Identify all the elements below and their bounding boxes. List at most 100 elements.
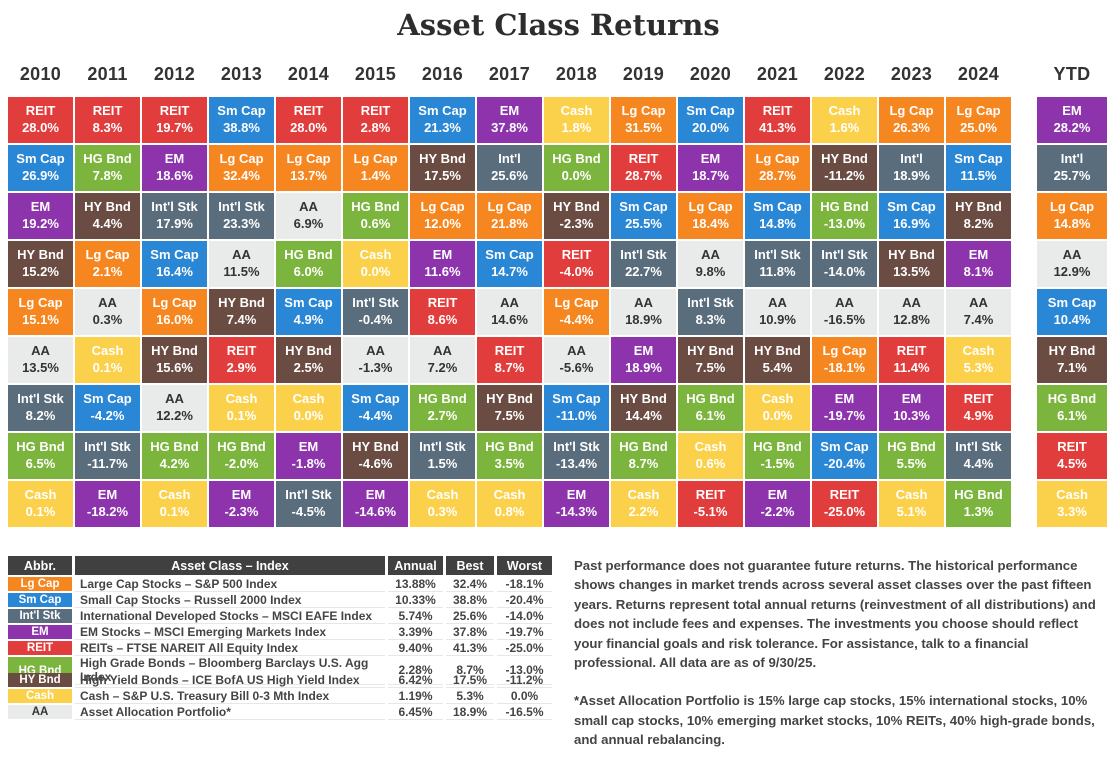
annual-return: 10.33%: [388, 592, 443, 608]
return-value: 2.2%: [628, 504, 659, 519]
return-value: 2.7%: [427, 408, 458, 423]
return-cell-aa: AA 0.3%: [75, 289, 140, 335]
return-value: -14.0%: [823, 264, 866, 279]
asset-label: EM: [968, 247, 989, 263]
year-header-2017: 2017: [488, 64, 531, 84]
return-value: 7.4%: [226, 312, 257, 327]
return-value: 0.3%: [427, 504, 458, 519]
legend-header-cell: Worst: [497, 556, 552, 575]
year-header-2021: 2021: [756, 64, 799, 84]
return-cell-hy_bnd: HY Bnd 4.4%: [75, 193, 140, 239]
asset-class-name: REITs – FTSE NAREIT All Equity Index: [75, 640, 385, 656]
return-cell-sm_cap: Sm Cap -4.4%: [343, 385, 408, 431]
disclosure-notes: Past performance does not guarantee futu…: [574, 556, 1109, 769]
return-value: 12.9%: [1053, 264, 1091, 279]
return-value: 25.7%: [1053, 168, 1091, 183]
asset-label: EM: [30, 199, 51, 215]
return-value: 15.6%: [156, 360, 193, 375]
legend-row-sm_cap: Sm Cap Small Cap Stocks – Russell 2000 In…: [8, 592, 552, 608]
return-cell-lg_cap: Lg Cap 2.1%: [75, 241, 140, 287]
return-cell-cash: Cash 3.3%: [1037, 481, 1107, 527]
return-cell-intl_stk: Int'l Stk 17.9%: [142, 193, 207, 239]
year-column-2024: 2024 Lg Cap 25.0% Sm Cap 11.5% HY Bnd 8.2% EM 8.…: [946, 64, 1011, 529]
asset-label: Lg Cap: [420, 199, 465, 215]
legend-row-reit: REIT REITs – FTSE NAREIT All Equity Index…: [8, 640, 552, 656]
return-cell-sm_cap: Sm Cap 11.5%: [946, 145, 1011, 191]
return-cell-reit: REIT 8.7%: [477, 337, 542, 383]
year-header-2016: 2016: [421, 64, 464, 84]
return-value: 8.2%: [25, 408, 56, 423]
return-value: -13.4%: [555, 456, 598, 471]
worst-return: -16.5%: [497, 704, 552, 720]
return-cell-em: EM 11.6%: [410, 241, 475, 287]
asset-label: HY Bnd: [955, 199, 1002, 215]
asset-label: HG Bnd: [150, 439, 199, 455]
asset-label: Sm Cap: [150, 247, 199, 263]
asset-class-name: Large Cap Stocks – S&P 500 Index: [75, 576, 385, 592]
return-value: 11.5%: [960, 168, 997, 183]
return-value: -25.0%: [823, 504, 866, 519]
asset-class-name: High Yield Bonds – ICE BofA US High Yiel…: [75, 672, 385, 688]
return-cell-em: EM -18.2%: [75, 481, 140, 527]
return-value: -11.0%: [556, 408, 597, 423]
asset-label: REIT: [628, 151, 659, 167]
asset-label: HY Bnd: [352, 439, 399, 455]
return-value: 13.5%: [22, 360, 59, 375]
best-return: 18.9%: [446, 704, 494, 720]
asset-label: HY Bnd: [553, 199, 600, 215]
year-column-ytd: YTD EM 28.2% Int'l 25.7% Lg Cap 14.8% AA 12.9% Sm…: [1037, 64, 1107, 529]
return-cell-lg_cap: Lg Cap 31.5%: [611, 97, 676, 143]
asset-label: HG Bnd: [217, 439, 266, 455]
return-cell-hg_bnd: HG Bnd 4.2%: [142, 433, 207, 479]
return-cell-lg_cap: Lg Cap 16.0%: [142, 289, 207, 335]
return-value: 0.3%: [92, 312, 123, 327]
asset-label: Lg Cap: [152, 295, 197, 311]
return-value: -1.5%: [760, 456, 795, 471]
asset-label: Sm Cap: [83, 391, 132, 407]
asset-label: Cash: [1056, 487, 1088, 503]
return-value: -4.2%: [90, 408, 125, 423]
return-value: 19.7%: [156, 120, 193, 135]
asset-label: EM: [365, 487, 386, 503]
return-value: 7.2%: [427, 360, 458, 375]
return-cell-em: EM 19.2%: [8, 193, 73, 239]
return-cell-hg_bnd: HG Bnd 6.0%: [276, 241, 341, 287]
asset-label: Int'l Stk: [754, 247, 801, 263]
asset-label: EM: [164, 151, 185, 167]
asset-label: Int'l Stk: [821, 247, 868, 263]
asset-chip-em: EM: [8, 625, 72, 639]
asset-label: AA: [232, 247, 251, 263]
worst-return: -19.7%: [497, 624, 552, 640]
return-value: 15.1%: [22, 312, 59, 327]
asset-label: Sm Cap: [887, 199, 936, 215]
asset-label: HG Bnd: [485, 439, 534, 455]
return-value: 5.3%: [963, 360, 994, 375]
year-column-2012: 2012 REIT 19.7% EM 18.6% Int'l Stk 17.9% Sm Cap…: [142, 64, 207, 529]
return-cell-intl_stk: Int'l Stk -4.5%: [276, 481, 341, 527]
asset-label: Cash: [359, 247, 392, 263]
worst-return: -18.1%: [497, 576, 552, 592]
asset-label: Int'l Stk: [419, 439, 466, 455]
return-cell-intl_stk: Int'l 25.7%: [1037, 145, 1107, 191]
return-cell-sm_cap: Sm Cap 4.9%: [276, 289, 341, 335]
return-cell-hy_bnd: HY Bnd 14.4%: [611, 385, 676, 431]
year-header-2023: 2023: [890, 64, 933, 84]
asset-label: HG Bnd: [284, 247, 333, 263]
return-cell-hy_bnd: HY Bnd 5.4%: [745, 337, 810, 383]
return-cell-aa: AA 7.4%: [946, 289, 1011, 335]
return-value: 17.9%: [156, 216, 193, 231]
return-cell-reit: REIT -5.1%: [678, 481, 743, 527]
return-value: 1.5%: [427, 456, 458, 471]
return-value: 0.8%: [494, 504, 525, 519]
return-cell-hg_bnd: HG Bnd 8.7%: [611, 433, 676, 479]
return-cell-aa: AA 11.5%: [209, 241, 274, 287]
return-cell-sm_cap: Sm Cap 14.8%: [745, 193, 810, 239]
return-value: 19.2%: [22, 216, 59, 231]
return-value: 22.7%: [625, 264, 662, 279]
year-header-2012: 2012: [153, 64, 196, 84]
return-value: 23.3%: [223, 216, 260, 231]
return-cell-cash: Cash 5.3%: [946, 337, 1011, 383]
worst-return: 0.0%: [497, 688, 552, 704]
return-cell-lg_cap: Lg Cap 1.4%: [343, 145, 408, 191]
asset-label: Cash: [292, 391, 325, 407]
